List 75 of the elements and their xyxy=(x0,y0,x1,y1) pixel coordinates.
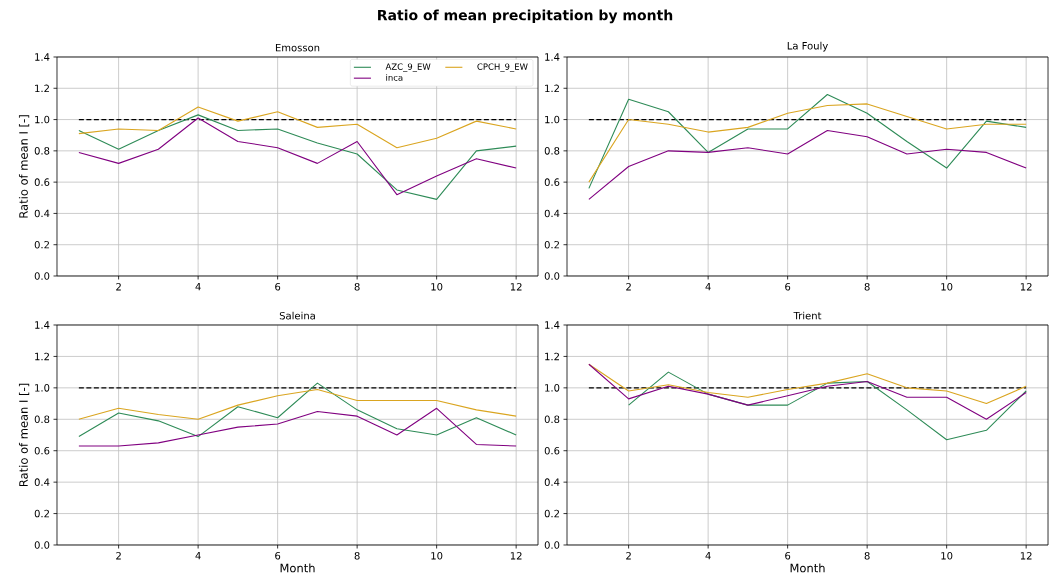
y-tick-label: 1.0 xyxy=(545,384,560,392)
x-tick-label: 12 xyxy=(510,283,522,291)
text: Ratio of mean precipitation by month xyxy=(378,9,673,24)
y-tick-label: 1.2 xyxy=(545,352,559,361)
x-axis-title: Month xyxy=(280,563,315,573)
line-series xyxy=(78,106,517,149)
line-series xyxy=(78,407,517,447)
y-tick-label: 0.8 xyxy=(544,415,560,424)
y-tick-label: 1.2 xyxy=(35,84,49,92)
x-tick-label: 6 xyxy=(275,552,281,560)
y-tick-label: 0.6 xyxy=(34,446,50,455)
y-tick-label: 1.4 xyxy=(545,53,560,61)
x-axis-title: Month xyxy=(790,563,825,573)
y-tick-label: 0.4 xyxy=(544,478,560,486)
x-tick-label: 4 xyxy=(705,552,711,560)
chart-title: La Fouly xyxy=(787,41,828,52)
y-tick-label: 1.0 xyxy=(545,115,560,124)
y-tick-label: 0.0 xyxy=(544,272,560,280)
x-tick-label: 8 xyxy=(354,552,360,560)
y-tick-label: 0.2 xyxy=(544,240,559,249)
x-tick-label: 6 xyxy=(785,552,791,560)
line-series xyxy=(78,382,517,438)
y-tick-label: 0.8 xyxy=(544,147,560,155)
y-tick-label: 0.6 xyxy=(544,178,560,186)
x-tick-label: 12 xyxy=(510,552,522,560)
line-series xyxy=(588,129,1027,200)
y-axis-title: Ratio of mean I [-] xyxy=(18,383,30,487)
y-tick-label: 1.0 xyxy=(35,115,50,124)
legend-label: AZC_9_EW xyxy=(385,63,431,72)
x-tick-label: 12 xyxy=(1020,283,1032,291)
x-tick-label: 10 xyxy=(941,552,953,560)
x-tick-label: 2 xyxy=(626,283,631,291)
legend-label: inca xyxy=(386,74,403,81)
y-tick-label: 0.6 xyxy=(544,446,560,455)
y-tick-label: 0.4 xyxy=(544,209,560,218)
y-axis-title: Ratio of mean I [-] xyxy=(18,115,30,218)
x-tick-label: 10 xyxy=(431,552,443,560)
y-tick-label: 1.2 xyxy=(35,352,49,361)
x-tick-label: 6 xyxy=(275,283,281,291)
x-tick-label: 2 xyxy=(626,552,631,560)
y-tick-label: 0.6 xyxy=(34,178,50,186)
x-tick-label: 2 xyxy=(116,552,121,560)
x-tick-label: 8 xyxy=(864,552,870,560)
x-tick-label: 8 xyxy=(354,283,360,291)
chart-title: Trient xyxy=(793,311,822,320)
y-tick-label: 0.2 xyxy=(544,509,559,518)
x-tick-label: 4 xyxy=(195,552,201,560)
y-tick-label: 0.4 xyxy=(34,209,50,218)
x-tick-label: 4 xyxy=(195,283,201,291)
y-tick-label: 1.4 xyxy=(545,321,560,329)
y-tick-label: 0.8 xyxy=(34,147,50,155)
x-tick-label: 8 xyxy=(864,283,870,291)
y-tick-label: 0.0 xyxy=(544,541,560,549)
y-tick-label: 1.0 xyxy=(35,384,50,392)
x-tick-label: 6 xyxy=(785,283,791,291)
y-tick-label: 0.0 xyxy=(34,272,50,280)
y-tick-label: 1.4 xyxy=(35,53,50,61)
y-tick-label: 1.2 xyxy=(545,84,559,92)
y-tick-label: 0.4 xyxy=(34,478,50,486)
x-tick-label: 12 xyxy=(1020,552,1032,560)
line-series xyxy=(588,363,1027,420)
y-tick-label: 0.8 xyxy=(34,415,50,424)
line-series xyxy=(588,93,1027,189)
x-tick-label: 4 xyxy=(705,283,711,291)
x-tick-label: 2 xyxy=(116,283,121,291)
y-tick-label: 0.2 xyxy=(34,509,49,518)
line-series xyxy=(588,363,1027,405)
chart-title: Emosson xyxy=(275,44,320,52)
x-tick-label: 10 xyxy=(431,283,443,291)
chart-title: Saleina xyxy=(279,311,315,320)
y-tick-label: 1.4 xyxy=(35,321,50,329)
x-tick-label: 10 xyxy=(941,283,953,291)
legend-label: CPCH_9_EW xyxy=(477,63,528,72)
y-tick-label: 0.2 xyxy=(34,240,49,249)
y-tick-label: 0.0 xyxy=(34,541,50,549)
